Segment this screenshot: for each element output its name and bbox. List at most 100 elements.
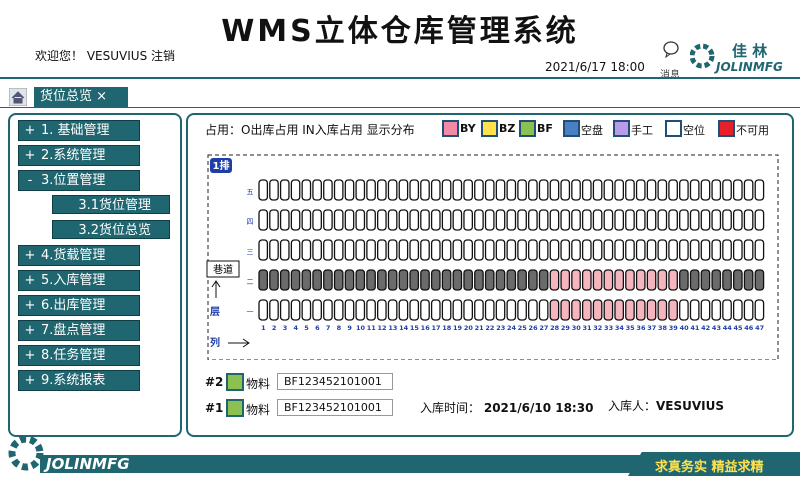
row-label: 四 — [247, 218, 254, 226]
slot — [754, 299, 765, 321]
slot — [506, 299, 517, 321]
slot — [484, 299, 495, 321]
slot — [279, 209, 290, 231]
slot — [301, 179, 312, 201]
slot — [463, 299, 473, 321]
slot — [430, 179, 441, 201]
slot — [754, 269, 765, 291]
message-icon[interactable] — [662, 40, 680, 58]
menu-item[interactable]: +4.货载管理 — [18, 245, 140, 266]
message-label[interactable]: 消息 — [660, 70, 680, 81]
menu-icon[interactable]: + — [24, 148, 36, 163]
slot — [366, 269, 376, 291]
slot — [560, 299, 571, 321]
menu-item[interactable]: +5.入库管理 — [18, 270, 140, 291]
column-number: 30 — [572, 324, 582, 332]
slot — [538, 179, 549, 201]
legend-swatch — [665, 120, 682, 137]
column-number: 7 — [326, 324, 331, 332]
slot — [668, 269, 678, 291]
slot — [258, 269, 269, 291]
home-icon[interactable] — [9, 88, 27, 106]
menu-label: 6.出库管理 — [41, 298, 106, 313]
column-number: 12 — [378, 324, 387, 332]
slot — [754, 209, 765, 231]
slot — [333, 209, 344, 231]
menu-item[interactable]: +8.任务管理 — [18, 345, 140, 366]
menu-item[interactable]: +7.盘点管理 — [18, 320, 140, 341]
slot — [614, 239, 625, 261]
column-number: 29 — [561, 324, 571, 332]
menu-icon[interactable]: - — [27, 173, 33, 188]
slot — [517, 179, 527, 201]
slot — [269, 209, 279, 231]
slot — [700, 209, 711, 231]
slot — [592, 269, 603, 291]
slot — [301, 299, 312, 321]
menu-icon[interactable]: + — [24, 273, 36, 288]
menu-item[interactable]: +2.系统管理 — [18, 145, 140, 166]
slot — [571, 239, 581, 261]
slot — [452, 239, 463, 261]
slot — [344, 209, 355, 231]
column-number: 35 — [626, 324, 636, 332]
menu-item[interactable]: 3.2货位总览 — [52, 220, 170, 239]
menu-icon[interactable]: + — [24, 348, 36, 363]
menu-item[interactable]: -3.位置管理 — [18, 170, 140, 191]
slot — [549, 269, 560, 291]
rack-name: 1排 — [213, 159, 230, 172]
slot — [387, 209, 398, 231]
slot — [732, 209, 743, 231]
legend-swatch — [519, 120, 536, 137]
menu-item[interactable]: 3.1货位管理 — [52, 195, 170, 214]
slot — [430, 209, 441, 231]
slot — [269, 179, 279, 201]
menu-icon[interactable]: + — [24, 373, 36, 388]
column-number: 40 — [680, 324, 690, 332]
menu-item[interactable]: +6.出库管理 — [18, 295, 140, 316]
slot — [409, 299, 420, 321]
in-person: 入库人：VESUVIUS — [608, 397, 724, 414]
in-time: 入库时间： 2021/6/10 18:30 — [420, 399, 593, 416]
logout[interactable]: 注销 — [151, 49, 176, 63]
menu-item[interactable]: +1. 基础管理 — [18, 120, 140, 141]
menu-icon[interactable]: + — [24, 248, 36, 263]
slot — [377, 299, 387, 321]
slot — [538, 239, 549, 261]
menu-label: 9.系统报表 — [41, 373, 106, 388]
menu-icon[interactable]: + — [24, 123, 36, 138]
slot — [441, 239, 452, 261]
slot — [549, 299, 560, 321]
slot — [679, 269, 689, 291]
slot — [603, 269, 614, 291]
slot — [355, 179, 366, 201]
column-number: 8 — [337, 324, 342, 332]
slot — [646, 209, 657, 231]
slot — [679, 179, 689, 201]
menu-item[interactable]: +9.系统报表 — [18, 370, 140, 391]
slot — [312, 269, 322, 291]
slot — [668, 299, 678, 321]
tab-close[interactable]: × — [96, 89, 108, 104]
slot — [732, 179, 743, 201]
aisle-label: 巷道 — [213, 263, 233, 276]
slot — [290, 239, 301, 261]
slot — [484, 239, 495, 261]
column-number: 36 — [636, 324, 646, 332]
slot — [398, 179, 409, 201]
slot — [387, 179, 398, 201]
tab[interactable]: 货位总览 × — [34, 87, 128, 107]
rack-name-bg — [210, 158, 232, 173]
menu-icon[interactable]: + — [24, 323, 36, 338]
slot — [290, 179, 301, 201]
slot — [700, 299, 711, 321]
column-number: 32 — [593, 324, 602, 332]
menu-icon[interactable]: + — [24, 298, 36, 313]
column-label: 列 — [210, 336, 220, 349]
material-code: BF123452101001 — [277, 373, 393, 390]
column-number: 20 — [464, 324, 474, 332]
material-swatch — [226, 399, 244, 417]
slot — [625, 269, 635, 291]
slot — [323, 239, 333, 261]
slot — [484, 269, 495, 291]
